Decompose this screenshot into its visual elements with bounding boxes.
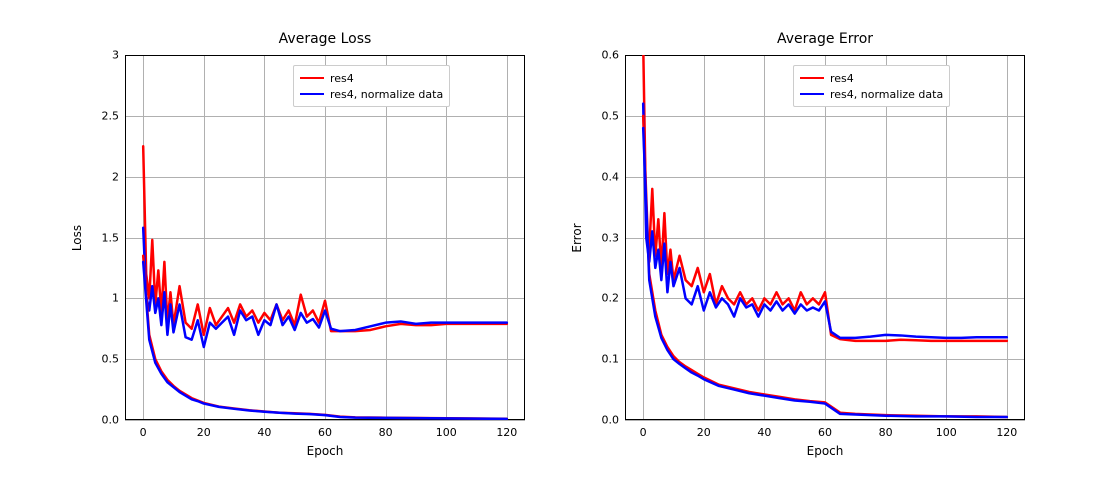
xtick-label: 40: [257, 426, 271, 439]
chart-title: Average Loss: [279, 31, 372, 47]
xtick-label: 80: [379, 426, 393, 439]
legend-label: res4: [330, 72, 354, 85]
legend-swatch: [300, 77, 324, 79]
chart-title: Average Error: [777, 31, 873, 47]
legend-swatch: [800, 77, 824, 79]
xtick-label: 80: [879, 426, 893, 439]
ytick-label: 0.0: [102, 414, 120, 427]
plot-lines: [125, 55, 525, 420]
ytick-label: 2: [112, 170, 119, 183]
series-res4-normalize-upper: [643, 104, 1007, 338]
legend-label: res4, normalize data: [830, 88, 943, 101]
y-axis-label: Loss: [70, 224, 84, 250]
legend-label: res4: [830, 72, 854, 85]
legend: res4 res4, normalize data: [293, 65, 450, 107]
series-res4-normalize-upper: [143, 228, 507, 347]
ytick-label: 0.4: [602, 170, 620, 183]
legend-item: res4: [800, 70, 943, 86]
ytick-label: 0.3: [602, 231, 620, 244]
x-axis-label: Epoch: [807, 444, 844, 458]
xtick-label: 100: [936, 426, 957, 439]
panel-loss: [125, 55, 525, 420]
series-res4-upper: [143, 146, 507, 335]
ytick-label: 3: [112, 49, 119, 62]
ytick-label: 0.5: [102, 353, 120, 366]
legend-item: res4, normalize data: [800, 86, 943, 102]
gridline-h: [125, 420, 525, 421]
series-res4-lower: [143, 256, 507, 419]
ytick-label: 1.5: [102, 231, 120, 244]
ytick-label: 0.2: [602, 292, 620, 305]
ytick-label: 1: [112, 292, 119, 305]
legend-swatch: [300, 93, 324, 95]
xtick-label: 0: [140, 426, 147, 439]
xtick-label: 0: [640, 426, 647, 439]
legend-item: res4: [300, 70, 443, 86]
panel-error: [625, 55, 1025, 420]
xtick-label: 60: [318, 426, 332, 439]
legend-label: res4, normalize data: [330, 88, 443, 101]
figure: 0 20 40 60 80 100 120 0.0 0.5 1 1.5 2 2.5 3 Average Lo…: [0, 0, 1100, 500]
ytick-label: 0.1: [602, 353, 620, 366]
ytick-label: 0.5: [602, 109, 620, 122]
series-res4-normalize-lower: [143, 262, 507, 419]
xtick-label: 100: [436, 426, 457, 439]
gridline-h: [625, 420, 1025, 421]
xtick-label: 20: [697, 426, 711, 439]
plot-lines: [625, 55, 1025, 420]
legend-swatch: [800, 93, 824, 95]
xtick-label: 120: [996, 426, 1017, 439]
xtick-label: 40: [757, 426, 771, 439]
xtick-label: 120: [496, 426, 517, 439]
xtick-label: 20: [197, 426, 211, 439]
ytick-label: 0.6: [602, 49, 620, 62]
ytick-label: 0.0: [602, 414, 620, 427]
xtick-label: 60: [818, 426, 832, 439]
y-axis-label: Error: [570, 223, 584, 252]
x-axis-label: Epoch: [307, 444, 344, 458]
series-res4-lower: [643, 116, 1007, 417]
legend-item: res4, normalize data: [300, 86, 443, 102]
legend: res4 res4, normalize data: [793, 65, 950, 107]
ytick-label: 2.5: [102, 109, 120, 122]
